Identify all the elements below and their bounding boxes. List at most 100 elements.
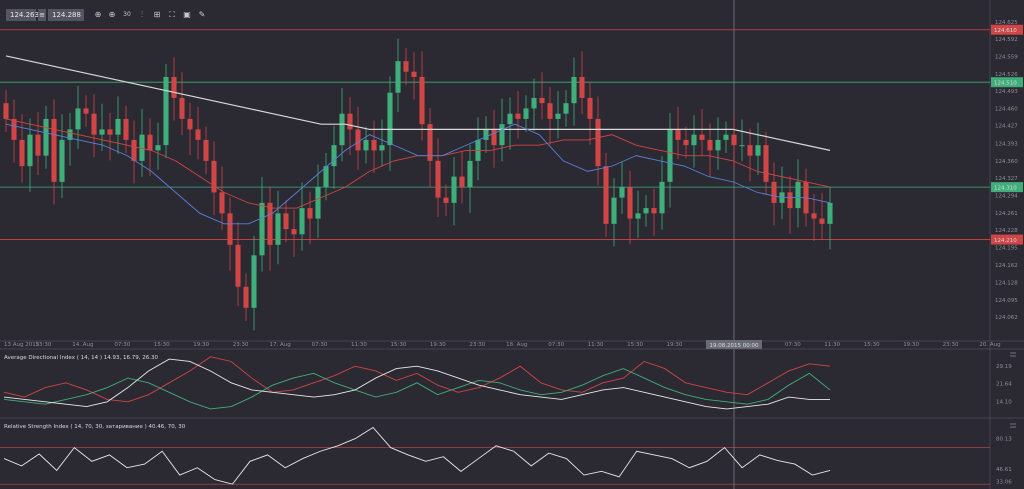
candle-body	[483, 129, 489, 140]
candle-body	[211, 160, 217, 193]
x-tick-label: 07:30	[114, 342, 130, 348]
candle-body	[67, 129, 73, 140]
y-tick-label: 124.095	[995, 298, 1018, 304]
candles-icon[interactable]: ⫶	[141, 10, 143, 19]
adx-series-line	[3, 368, 831, 410]
candle-body	[571, 76, 577, 104]
candle-body	[355, 129, 361, 151]
y-tick-label: 124.460	[995, 106, 1018, 112]
level-price-label: 124.510	[994, 81, 1017, 87]
camera-icon[interactable]: ▣	[183, 10, 191, 19]
candle-body	[179, 97, 185, 119]
candle-body	[419, 76, 425, 125]
candle-body	[131, 139, 137, 161]
candle-body	[459, 176, 465, 188]
candle-body	[603, 166, 609, 224]
y-tick-label: 124.360	[995, 159, 1018, 165]
candle-body	[235, 244, 241, 287]
y-tick-label: 124.592	[995, 37, 1018, 43]
x-tick-label: 07:30	[785, 342, 801, 348]
panel-collapse-icon	[1010, 352, 1016, 357]
y-tick-label: 124.559	[995, 54, 1018, 60]
candle-body	[451, 176, 457, 203]
candle-body	[115, 118, 121, 135]
crosshair-date-tag	[706, 340, 762, 349]
candle-body	[35, 134, 41, 156]
draw-icon[interactable]: ✎	[198, 10, 206, 19]
bid-price: 124.263	[6, 9, 39, 21]
y-tick-label: 124.162	[995, 263, 1018, 269]
x-tick-label: 11:30	[351, 342, 367, 348]
candle-body	[371, 139, 377, 151]
candle-body	[715, 139, 721, 151]
x-tick-label: 15:30	[154, 342, 170, 348]
level-price-label: 124.310	[994, 186, 1017, 192]
y-tick-label: 124.427	[995, 124, 1018, 130]
moving-average-line	[5, 123, 831, 225]
candle-body	[691, 134, 697, 146]
candle-body	[147, 134, 153, 151]
candle-body	[291, 229, 297, 235]
candle-body	[379, 145, 385, 151]
level-price-label: 124.610	[994, 28, 1017, 34]
candle-body	[547, 103, 553, 119]
candle-body	[499, 124, 505, 146]
candle-body	[403, 61, 409, 72]
candle-body	[675, 129, 681, 140]
candle-body	[107, 129, 113, 135]
candle-body	[523, 108, 529, 119]
rsi-y-tick: 80.13	[996, 436, 1012, 442]
rsi-y-tick: 46.61	[996, 467, 1012, 473]
candle-body	[347, 113, 353, 130]
x-tick-label: 23:30	[469, 342, 485, 348]
candle-body	[739, 145, 745, 147]
candle-body	[59, 139, 65, 182]
y-tick-label: 124.294	[995, 194, 1018, 200]
candle-body	[139, 134, 145, 161]
panel-collapse-icon	[1010, 423, 1016, 428]
zoom-level[interactable]: 30	[123, 11, 131, 18]
candle-body	[283, 213, 289, 230]
adx-title: Average Directional Index ( 14, 14 ) 14.…	[4, 355, 158, 361]
candle-body	[467, 160, 473, 188]
candle-body	[83, 108, 89, 114]
candle-body	[787, 192, 793, 209]
x-tick-label: 17. Aug	[269, 342, 290, 348]
candle-body	[27, 134, 33, 167]
candle-body	[99, 129, 105, 135]
zoom-in-icon[interactable]: ⊕	[108, 10, 116, 19]
adx-y-tick: 21.64	[996, 382, 1012, 388]
x-tick-label: 23:30	[233, 342, 249, 348]
candle-body	[659, 181, 665, 214]
candle-body	[531, 97, 537, 109]
candle-body	[267, 202, 273, 245]
x-tick-label: 19:30	[193, 342, 209, 348]
y-tick-label: 124.128	[995, 281, 1018, 287]
adx-y-tick: 29.19	[996, 364, 1012, 370]
candle-body	[587, 97, 593, 119]
x-tick-label: 11:30	[588, 342, 604, 348]
fullscreen-icon[interactable]: ⛶	[169, 10, 175, 19]
x-tick-label: 15:30	[390, 342, 406, 348]
candle-body	[275, 213, 281, 245]
candle-body	[507, 113, 513, 125]
candle-body	[187, 118, 193, 130]
bars-icon[interactable]: ⊞	[153, 10, 161, 19]
x-tick-label: 15:30	[627, 342, 643, 348]
candle-body	[563, 103, 569, 114]
y-tick-label: 124.393	[995, 142, 1018, 148]
candle-body	[651, 208, 657, 214]
crosshair-icon[interactable]: ⊕	[94, 10, 102, 19]
candle-body	[755, 145, 761, 156]
candle-body	[595, 118, 601, 167]
candle-body	[443, 197, 449, 203]
rsi-y-tick: 33.06	[996, 479, 1012, 485]
candle-body	[707, 139, 713, 151]
candle-body	[763, 145, 769, 182]
candle-body	[315, 187, 321, 219]
candle-body	[51, 118, 57, 182]
candle-body	[299, 208, 305, 235]
rsi-series-line	[3, 426, 831, 485]
candle-body	[491, 129, 497, 146]
